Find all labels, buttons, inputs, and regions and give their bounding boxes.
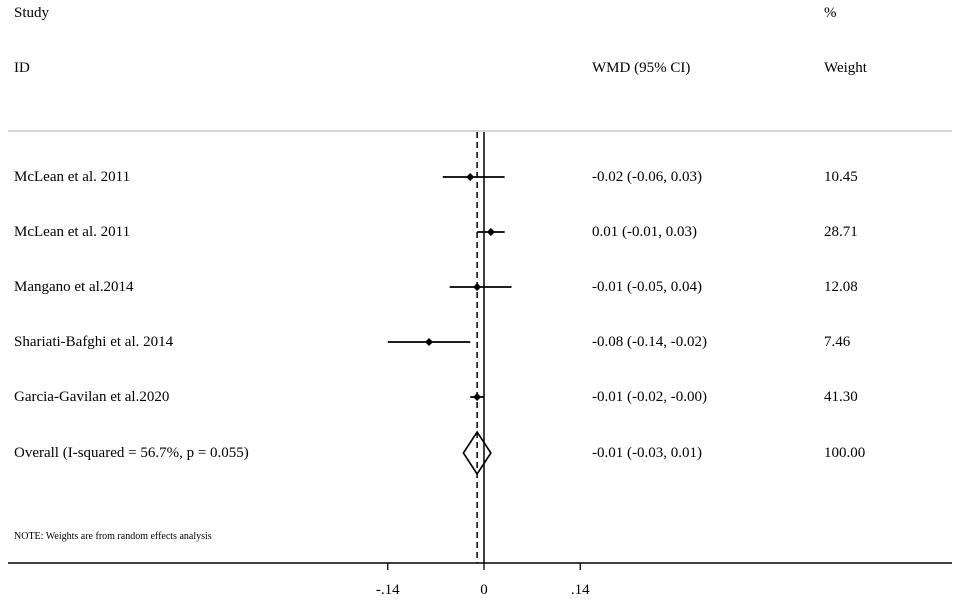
study-ci-text: 0.01 (-0.01, 0.03) <box>592 224 697 240</box>
study-weight: 41.30 <box>824 389 858 405</box>
study-weight: 12.08 <box>824 279 858 295</box>
point-estimate-marker <box>466 173 475 181</box>
overall-id: Overall (I-squared = 56.7%, p = 0.055) <box>14 445 249 461</box>
x-tick-label: .14 <box>571 582 590 598</box>
study-weight: 7.46 <box>824 334 851 350</box>
header-id-label: ID <box>14 60 30 76</box>
study-ci-text: -0.01 (-0.05, 0.04) <box>592 279 702 295</box>
study-id: Garcia-Gavilan et al.2020 <box>14 389 170 405</box>
header-study-label: Study <box>14 5 50 21</box>
point-estimate-marker <box>473 283 482 291</box>
header-percent-label: % <box>824 5 837 21</box>
overall-diamond <box>462 430 492 476</box>
overall-ci-text: -0.01 (-0.03, 0.01) <box>592 445 702 461</box>
study-ci-text: -0.08 (-0.14, -0.02) <box>592 334 707 350</box>
point-estimate-marker <box>425 338 433 346</box>
header-weight-label: Weight <box>824 60 867 76</box>
study-id: McLean et al. 2011 <box>14 169 131 185</box>
header-effect-label: WMD (95% CI) <box>592 60 691 76</box>
point-estimate-marker <box>473 393 482 401</box>
study-id: Shariati-Bafghi et al. 2014 <box>14 334 174 350</box>
study-ci-text: -0.01 (-0.02, -0.00) <box>592 389 707 405</box>
study-weight: 28.71 <box>824 224 858 240</box>
overall-weight: 100.00 <box>824 445 866 461</box>
study-id: Mangano et al.2014 <box>14 279 134 295</box>
study-weight: 10.45 <box>824 169 858 185</box>
study-ci-text: -0.02 (-0.06, 0.03) <box>592 169 702 185</box>
x-tick-label: 0 <box>480 582 488 598</box>
point-estimate-marker <box>486 228 495 236</box>
x-tick-label: -.14 <box>376 582 400 598</box>
footnote: NOTE: Weights are from random effects an… <box>14 531 212 542</box>
study-id: McLean et al. 2011 <box>14 224 131 240</box>
